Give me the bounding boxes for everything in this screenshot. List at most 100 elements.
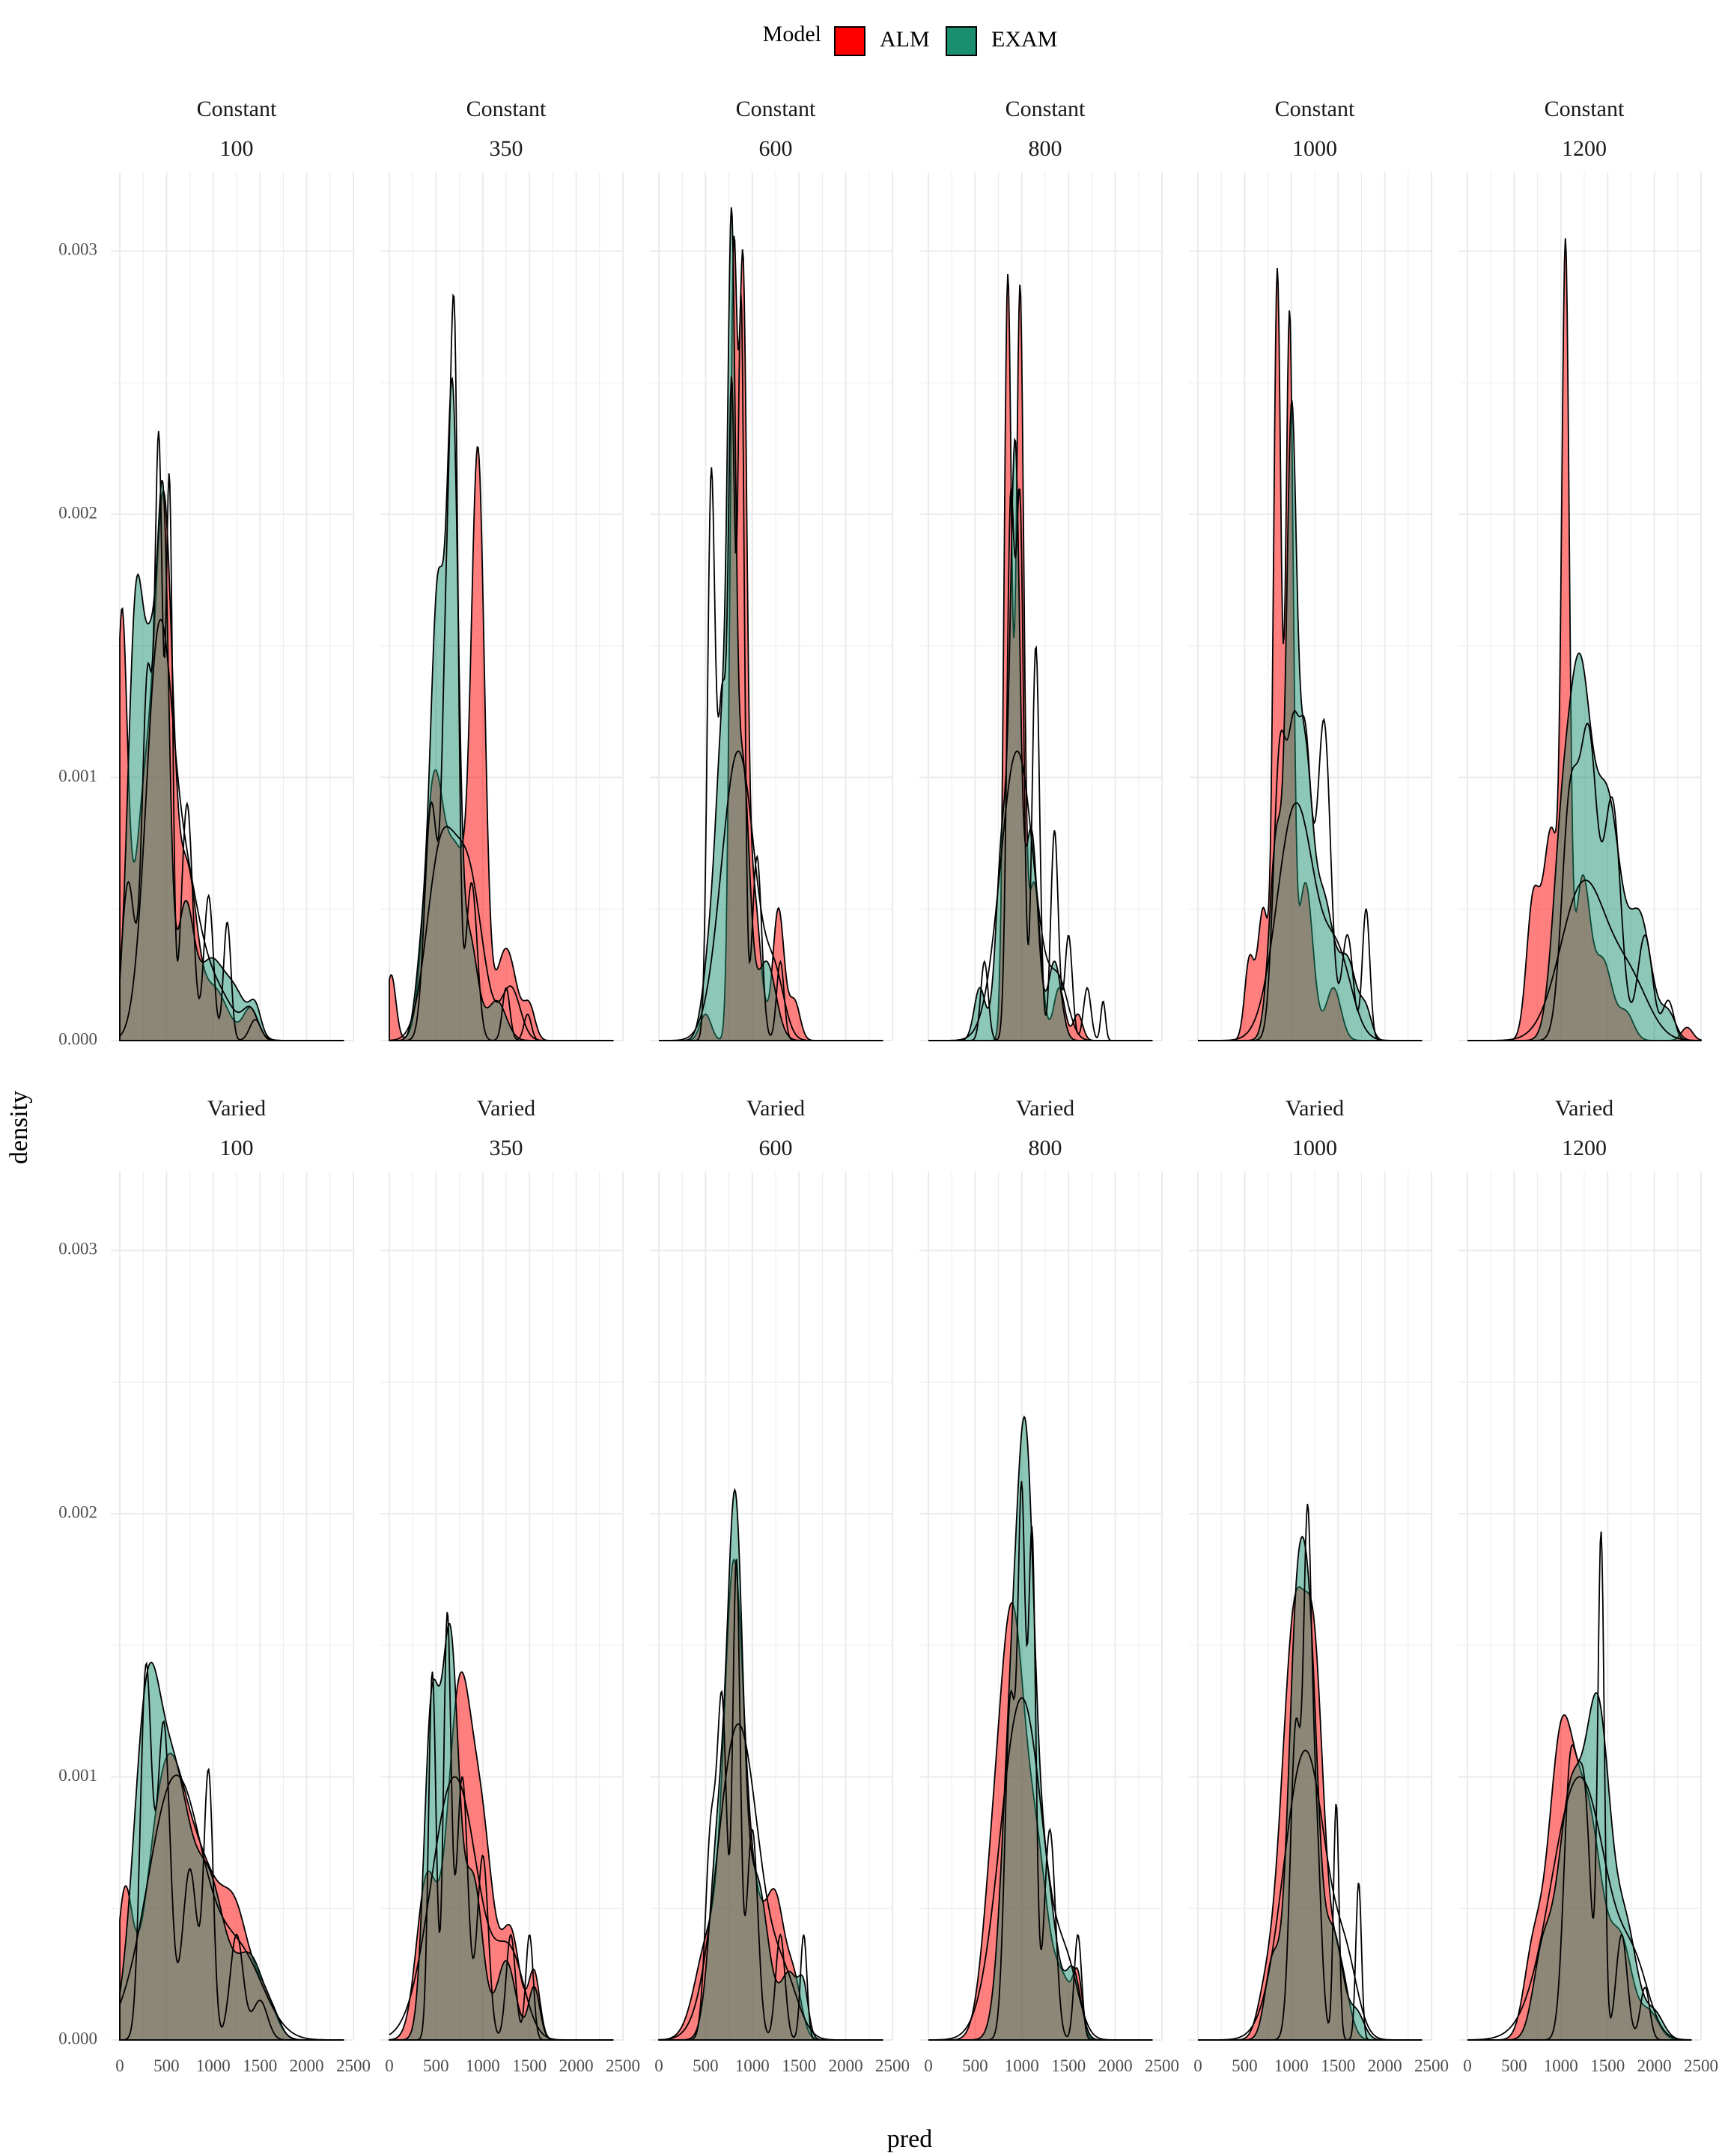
density-area-exam bbox=[389, 1622, 614, 2041]
strip-label-value: 1000 bbox=[1292, 136, 1337, 161]
curves-varied-600 bbox=[658, 1487, 883, 2041]
x-tick-label: 1000 bbox=[466, 2056, 500, 2075]
legend-title: Model bbox=[763, 22, 821, 46]
y-tick-label: 0.000 bbox=[58, 2029, 97, 2047]
density-area-exam bbox=[928, 437, 1153, 1041]
x-tick-label: 1500 bbox=[512, 2056, 547, 2075]
x-tick-label: 1500 bbox=[1590, 2056, 1625, 2075]
density-line bbox=[1467, 879, 1701, 1041]
density-line bbox=[119, 618, 344, 1041]
y-tick-label: 0.001 bbox=[58, 1766, 97, 1785]
strip-label-value: 100 bbox=[220, 136, 254, 161]
strip-label-value: 600 bbox=[759, 1136, 793, 1160]
panels: Constant100Constant350Constant600Constan… bbox=[111, 97, 1702, 2041]
density-area-exam bbox=[1198, 400, 1423, 1041]
y-tick-label: 0.000 bbox=[58, 1029, 97, 1048]
curves-constant-1000 bbox=[1198, 268, 1423, 1041]
density-line bbox=[659, 750, 883, 1041]
y-tick-label: 0.002 bbox=[58, 1502, 97, 1521]
density-area-exam bbox=[1467, 1692, 1692, 2041]
strip-label-value: 350 bbox=[490, 136, 523, 161]
x-tick-label: 500 bbox=[962, 2056, 988, 2075]
strip-label-value: 100 bbox=[220, 1136, 254, 1160]
density-line bbox=[1467, 1531, 1692, 2041]
strip-label-group: Varied bbox=[1016, 1096, 1074, 1121]
panel-varied-1200: Varied 1200 bbox=[1458, 1096, 1702, 2041]
x-tick-label: 0 bbox=[1463, 2056, 1472, 2075]
strip-label-group: Varied bbox=[1286, 1096, 1344, 1121]
legend-label-exam: EXAM bbox=[991, 27, 1057, 52]
x-tick-label: 2000 bbox=[1637, 2056, 1672, 2075]
panel-varied-350: Varied 350 bbox=[380, 1096, 624, 2041]
curves-varied-100 bbox=[119, 1661, 344, 2041]
x-tick-label: 0 bbox=[115, 2056, 124, 2075]
curves-constant-600 bbox=[659, 207, 883, 1041]
y-tick-label: 0.003 bbox=[58, 1240, 97, 1258]
x-tick-label: 1000 bbox=[1005, 2056, 1039, 2075]
strip-label-group: Constant bbox=[1275, 97, 1355, 121]
curves-varied-350 bbox=[389, 1612, 614, 2041]
curves-varied-1200 bbox=[1467, 1531, 1692, 2041]
panel-constant-600: Constant 600 bbox=[650, 97, 893, 1041]
y-tick-label: 0.003 bbox=[58, 240, 97, 259]
strip-label-group: Constant bbox=[1545, 97, 1625, 121]
x-tick-label: 2500 bbox=[1414, 2056, 1449, 2075]
density-line bbox=[928, 1697, 1153, 2041]
y-tick-label: 0.001 bbox=[58, 767, 97, 785]
density-area-exam bbox=[1467, 652, 1701, 1041]
panel-constant-350: Constant 350 bbox=[380, 97, 624, 1041]
density-area-exam bbox=[119, 479, 344, 1041]
y-axis-title: density bbox=[5, 1091, 33, 1164]
density-line bbox=[1467, 1776, 1692, 2041]
density-line bbox=[389, 293, 614, 1041]
strip-label-group: Varied bbox=[1555, 1096, 1613, 1121]
x-tick-label: 2000 bbox=[1368, 2056, 1402, 2075]
curves-constant-100 bbox=[119, 430, 344, 1041]
x-tick-label: 1000 bbox=[196, 2056, 231, 2075]
x-tick-label: 2500 bbox=[336, 2056, 371, 2075]
x-tick-label: 0 bbox=[654, 2056, 663, 2075]
x-tick-label: 500 bbox=[1501, 2056, 1527, 2075]
x-axis-title: pred bbox=[887, 2125, 932, 2153]
density-area-exam bbox=[659, 1487, 883, 2041]
strip-label-value: 600 bbox=[759, 136, 793, 161]
x-tick-label: 500 bbox=[1232, 2056, 1258, 2075]
strip-label-value: 1200 bbox=[1562, 1136, 1607, 1160]
x-tick-label: 2000 bbox=[290, 2056, 324, 2075]
density-line bbox=[659, 293, 883, 1041]
density-line bbox=[1198, 1750, 1423, 2041]
x-tick-label: 500 bbox=[153, 2056, 180, 2075]
y-tick-label: 0.002 bbox=[58, 503, 97, 522]
density-line bbox=[119, 1774, 344, 2041]
strip-label-group: Constant bbox=[736, 97, 816, 121]
curves-constant-1200 bbox=[1467, 238, 1702, 1041]
strip-label-value: 350 bbox=[490, 1136, 523, 1160]
panel-varied-1000: Varied 1000 bbox=[1189, 1096, 1432, 2041]
density-area-alm bbox=[659, 235, 883, 1041]
density-line bbox=[928, 750, 1153, 1041]
x-tick-label: 1500 bbox=[782, 2056, 816, 2075]
density-line bbox=[120, 1661, 344, 2041]
curves-constant-800 bbox=[928, 273, 1153, 1041]
x-tick-label: 1000 bbox=[735, 2056, 770, 2075]
x-tick-label: 1000 bbox=[1274, 2056, 1309, 2075]
legend-label-alm: ALM bbox=[880, 27, 930, 52]
density-line bbox=[658, 1723, 883, 2041]
strip-label-group: Constant bbox=[1006, 97, 1086, 121]
x-tick-label: 2000 bbox=[829, 2056, 863, 2075]
x-tick-label: 500 bbox=[423, 2056, 449, 2075]
density-line bbox=[389, 826, 614, 1041]
strip-label-group: Constant bbox=[197, 97, 277, 121]
x-tick-label: 2000 bbox=[1098, 2056, 1133, 2075]
density-line bbox=[389, 1776, 614, 2041]
x-tick-label: 0 bbox=[924, 2056, 933, 2075]
strip-label-group: Varied bbox=[477, 1096, 535, 1121]
legend: Model ALM EXAM bbox=[763, 22, 1057, 56]
x-tick-label: 2500 bbox=[875, 2056, 910, 2075]
strip-label-value: 800 bbox=[1029, 1136, 1062, 1160]
strip-label-value: 1200 bbox=[1562, 136, 1607, 161]
strip-label-group: Varied bbox=[746, 1096, 805, 1121]
x-tick-label: 2500 bbox=[1684, 2056, 1718, 2075]
